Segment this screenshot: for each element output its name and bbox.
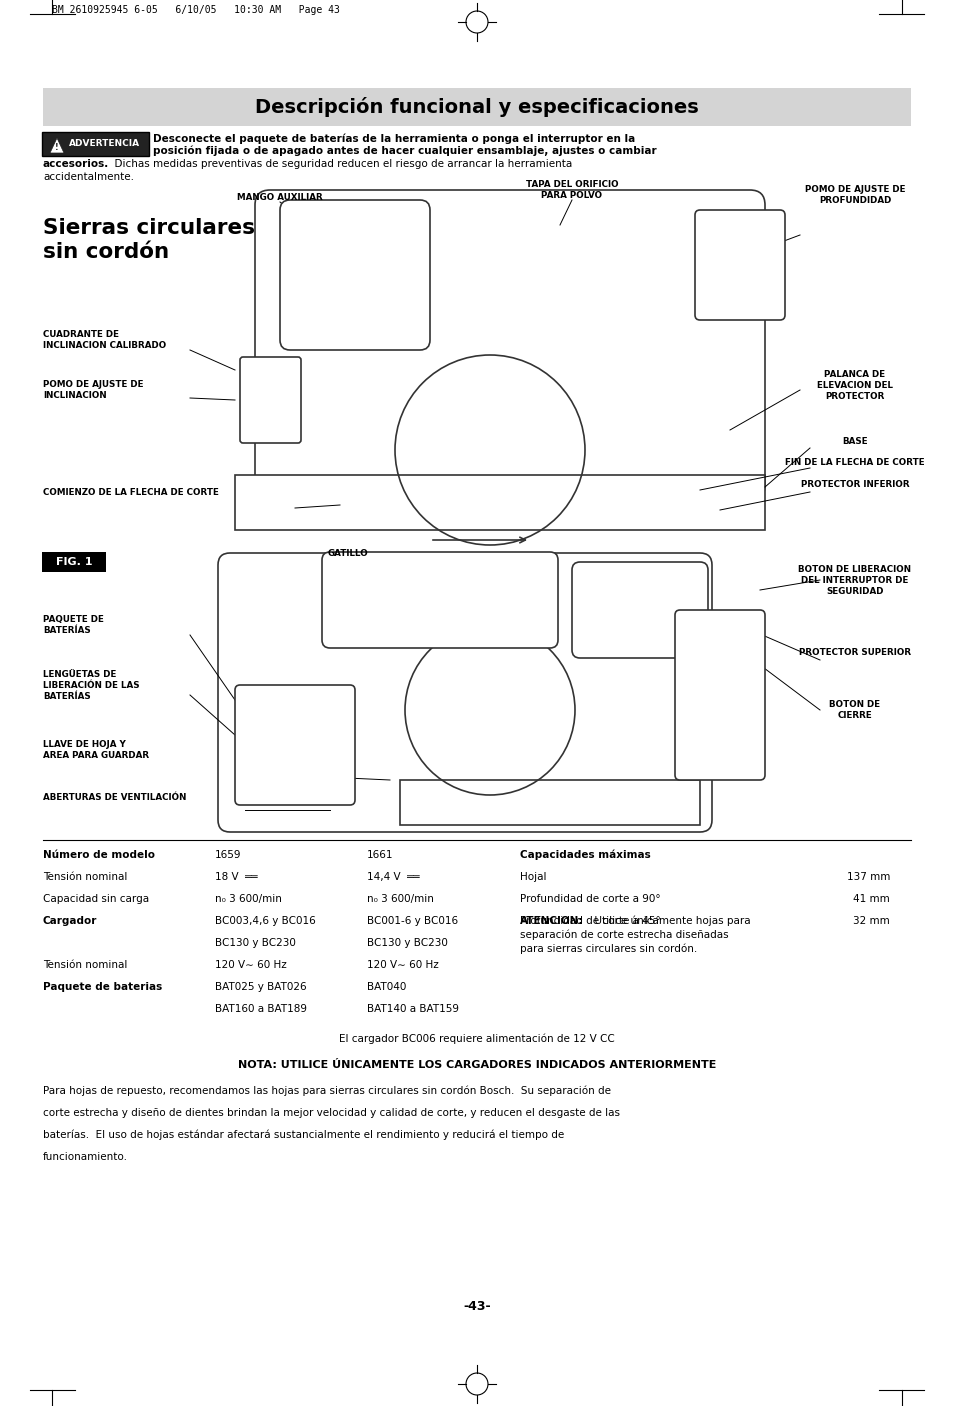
Text: Desconecte el paquete de baterías de la herramienta o ponga el interruptor en la: Desconecte el paquete de baterías de la … — [152, 134, 635, 143]
Text: Número de modelo: Número de modelo — [43, 851, 154, 860]
Text: ADVERTENCIA: ADVERTENCIA — [69, 139, 140, 149]
Text: BOTON DE LIBERACION
DEL INTERRUPTOR DE
SEGURIDAD: BOTON DE LIBERACION DEL INTERRUPTOR DE S… — [798, 565, 910, 596]
FancyBboxPatch shape — [675, 610, 764, 780]
Text: Descripción funcional y especificaciones: Descripción funcional y especificaciones — [254, 97, 699, 117]
Text: PROTECTOR SUPERIOR: PROTECTOR SUPERIOR — [798, 648, 910, 657]
Text: Dichas medidas preventivas de seguridad reducen el riesgo de arrancar la herrami: Dichas medidas preventivas de seguridad … — [108, 159, 572, 169]
Text: POMO DE AJUSTE DE
PROFUNDIDAD: POMO DE AJUSTE DE PROFUNDIDAD — [804, 186, 904, 205]
Text: BM 2610925945 6-05   6/10/05   10:30 AM   Page 43: BM 2610925945 6-05 6/10/05 10:30 AM Page… — [52, 6, 339, 15]
Text: BAT025 y BAT026: BAT025 y BAT026 — [214, 981, 306, 993]
Text: BAT160 a BAT189: BAT160 a BAT189 — [214, 1004, 307, 1014]
Text: TAPA DEL ORIFICIO
PARA POLVO: TAPA DEL ORIFICIO PARA POLVO — [525, 180, 618, 200]
Text: n₀ 3 600/min: n₀ 3 600/min — [214, 894, 281, 904]
Text: FIN DE LA FLECHA DE CORTE: FIN DE LA FLECHA DE CORTE — [784, 458, 923, 467]
Text: COMIENZO DE LA FLECHA DE CORTE: COMIENZO DE LA FLECHA DE CORTE — [43, 488, 218, 496]
Text: BAT140 a BAT159: BAT140 a BAT159 — [367, 1004, 458, 1014]
FancyBboxPatch shape — [240, 357, 301, 443]
Text: Para hojas de repuesto, recomendamos las hojas para sierras circulares sin cordó: Para hojas de repuesto, recomendamos las… — [43, 1085, 610, 1097]
Text: BOTON DE
CIERRE: BOTON DE CIERRE — [828, 700, 880, 720]
Text: posición fijada o de apagado antes de hacer cualquier ensamblaje, ajustes o camb: posición fijada o de apagado antes de ha… — [152, 146, 656, 156]
Text: Profundidad de corte a 45°: Profundidad de corte a 45° — [519, 915, 660, 927]
Text: 120 V∼ 60 Hz: 120 V∼ 60 Hz — [214, 960, 287, 970]
Text: 18 V  ══: 18 V ══ — [214, 872, 257, 882]
Polygon shape — [50, 138, 64, 153]
Text: 41 mm: 41 mm — [852, 894, 889, 904]
Text: BC130 y BC230: BC130 y BC230 — [214, 938, 295, 948]
Text: 120 V∼ 60 Hz: 120 V∼ 60 Hz — [367, 960, 438, 970]
Text: Capacidad sin carga: Capacidad sin carga — [43, 894, 149, 904]
Text: 137 mm: 137 mm — [845, 872, 889, 882]
FancyBboxPatch shape — [42, 132, 149, 156]
Text: Paquete de baterias: Paquete de baterias — [43, 981, 162, 993]
Text: Tensión nominal: Tensión nominal — [43, 960, 128, 970]
FancyBboxPatch shape — [218, 553, 711, 832]
Text: 32 mm: 32 mm — [852, 915, 889, 927]
FancyBboxPatch shape — [280, 200, 430, 350]
Text: BC130 y BC230: BC130 y BC230 — [367, 938, 447, 948]
Text: PALANCA DE
ELEVACION DEL
PROTECTOR: PALANCA DE ELEVACION DEL PROTECTOR — [816, 370, 892, 401]
FancyBboxPatch shape — [572, 562, 707, 658]
Text: ABERTURAS DE VENTILACIÓN: ABERTURAS DE VENTILACIÓN — [43, 793, 186, 801]
Text: Hojal: Hojal — [519, 872, 546, 882]
Text: POMO DE AJUSTE DE
INCLINACION: POMO DE AJUSTE DE INCLINACION — [43, 380, 143, 401]
Text: Cargador: Cargador — [43, 915, 97, 927]
Text: Profundidad de corte a 90°: Profundidad de corte a 90° — [519, 894, 659, 904]
Text: baterías.  El uso de hojas estándar afectará sustancialmente el rendimiento y re: baterías. El uso de hojas estándar afect… — [43, 1130, 563, 1140]
Text: BASE: BASE — [841, 437, 867, 446]
FancyBboxPatch shape — [695, 209, 784, 321]
Text: 14,4 V  ══: 14,4 V ══ — [367, 872, 419, 882]
FancyBboxPatch shape — [234, 685, 355, 806]
Text: funcionamiento.: funcionamiento. — [43, 1152, 128, 1161]
Text: FIG. 1: FIG. 1 — [55, 557, 92, 567]
Text: !: ! — [55, 143, 59, 152]
FancyBboxPatch shape — [322, 553, 558, 648]
Text: 1659: 1659 — [214, 851, 241, 860]
Text: Capacidades máximas: Capacidades máximas — [519, 851, 650, 860]
Text: ATENCION:: ATENCION: — [519, 915, 583, 927]
Text: El cargador BC006 requiere alimentación de 12 V CC: El cargador BC006 requiere alimentación … — [338, 1033, 615, 1045]
Text: Utilice únicamente hojas para: Utilice únicamente hojas para — [587, 915, 750, 927]
Text: accesorios.: accesorios. — [43, 159, 110, 169]
Text: -43-: -43- — [463, 1301, 490, 1313]
Text: sin cordón: sin cordón — [43, 242, 169, 262]
Text: accidentalmente.: accidentalmente. — [43, 172, 133, 181]
Text: separación de corte estrecha diseñadas: separación de corte estrecha diseñadas — [519, 929, 728, 941]
FancyBboxPatch shape — [42, 553, 106, 572]
Text: Tensión nominal: Tensión nominal — [43, 872, 128, 882]
Text: GATILLO: GATILLO — [327, 548, 368, 558]
FancyBboxPatch shape — [234, 475, 764, 530]
Text: 1661: 1661 — [367, 851, 393, 860]
Text: LENGÜETAS DE
LIBERACIÓN DE LAS
BATERÍAS: LENGÜETAS DE LIBERACIÓN DE LAS BATERÍAS — [43, 671, 139, 702]
Text: PROTECTOR INFERIOR: PROTECTOR INFERIOR — [800, 479, 908, 489]
Text: CUADRANTE DE
INCLINACION CALIBRADO: CUADRANTE DE INCLINACION CALIBRADO — [43, 330, 166, 350]
FancyBboxPatch shape — [399, 780, 700, 825]
Text: BC003,4,6 y BC016: BC003,4,6 y BC016 — [214, 915, 315, 927]
FancyBboxPatch shape — [254, 190, 764, 501]
Text: PAQUETE DE
BATERÍAS: PAQUETE DE BATERÍAS — [43, 614, 104, 636]
Text: NOTA: UTILICE ÚNICAMENTE LOS CARGADORES INDICADOS ANTERIORMENTE: NOTA: UTILICE ÚNICAMENTE LOS CARGADORES … — [237, 1060, 716, 1070]
Text: Sierras circulares: Sierras circulares — [43, 218, 254, 238]
Text: n₀ 3 600/min: n₀ 3 600/min — [367, 894, 434, 904]
FancyBboxPatch shape — [43, 89, 910, 127]
Text: corte estrecha y diseño de dientes brindan la mejor velocidad y calidad de corte: corte estrecha y diseño de dientes brind… — [43, 1108, 619, 1118]
Text: para sierras circulares sin cordón.: para sierras circulares sin cordón. — [519, 943, 697, 955]
Text: LLAVE DE HOJA Y
AREA PARA GUARDAR: LLAVE DE HOJA Y AREA PARA GUARDAR — [43, 740, 149, 761]
Text: BAT040: BAT040 — [367, 981, 406, 993]
Text: MANGO AUXILIAR: MANGO AUXILIAR — [237, 193, 322, 202]
Text: BC001-6 y BC016: BC001-6 y BC016 — [367, 915, 457, 927]
